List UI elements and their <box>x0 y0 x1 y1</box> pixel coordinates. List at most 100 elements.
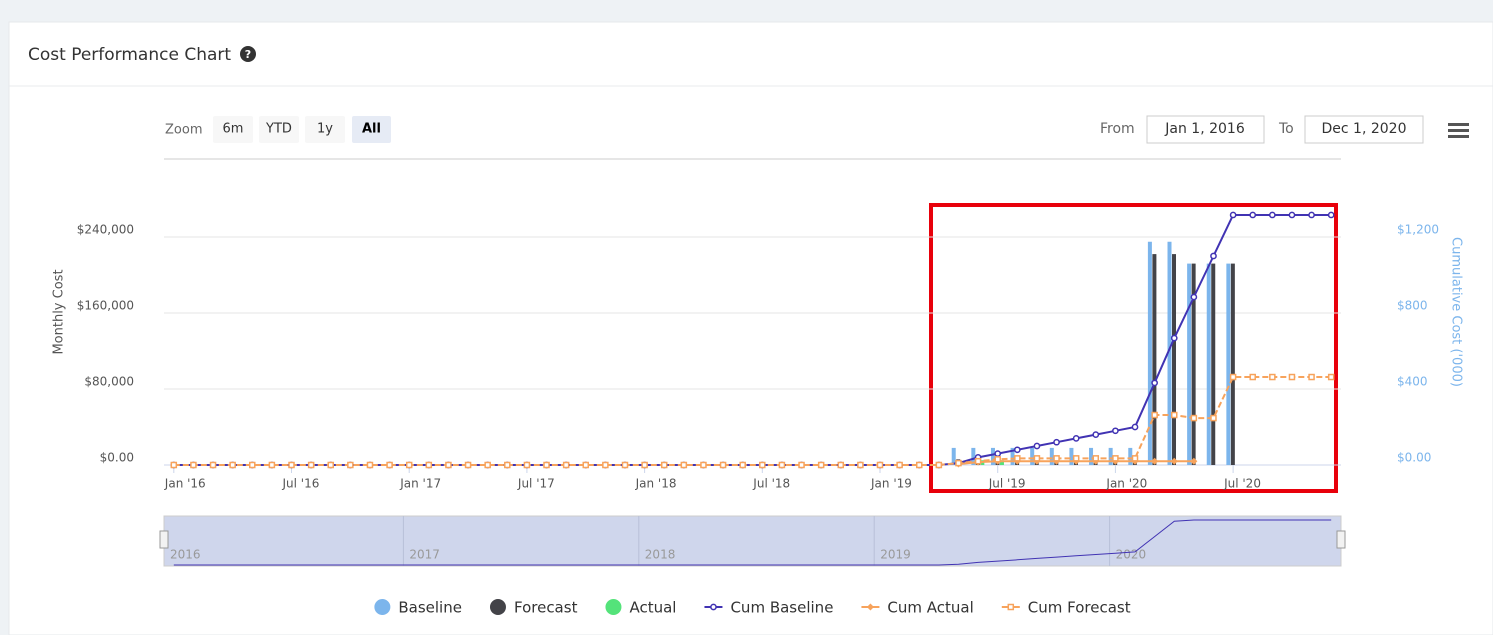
legend-item[interactable]: Actual <box>605 599 676 617</box>
point <box>1072 435 1080 442</box>
point <box>425 461 433 469</box>
point <box>896 461 903 469</box>
point <box>268 461 276 469</box>
point <box>876 461 884 469</box>
legend-item[interactable]: Cum Forecast <box>1001 599 1131 617</box>
point <box>700 461 707 469</box>
from-label: From <box>1100 121 1135 137</box>
legend-item[interactable]: Forecast <box>489 599 578 617</box>
legend-label[interactable]: Cum Baseline <box>730 599 833 617</box>
y-tick-label: $80,000 <box>84 375 134 389</box>
point <box>837 461 845 469</box>
x-tick-label: Jan '17 <box>399 477 441 491</box>
point <box>562 461 570 469</box>
point <box>1131 423 1139 431</box>
y-tick-label: $240,000 <box>77 223 134 237</box>
legend-item[interactable]: Cum Baseline <box>704 599 833 617</box>
y2-axis-title: Cumulative Cost ('000) <box>1449 237 1464 387</box>
bar <box>1089 447 1094 465</box>
bar <box>951 447 956 465</box>
x-tick-label: Jul '17 <box>517 477 555 491</box>
point <box>1151 379 1158 387</box>
point <box>1033 455 1041 462</box>
point <box>719 461 727 469</box>
legend-item[interactable]: Cum Actual <box>861 599 974 617</box>
point <box>817 461 825 469</box>
point <box>1170 457 1178 465</box>
navigator-mask <box>163 515 1342 567</box>
point <box>1210 414 1217 422</box>
zoom-button-label[interactable]: All <box>362 122 381 137</box>
point <box>464 461 472 469</box>
bar <box>1030 447 1035 465</box>
legend-label[interactable]: Forecast <box>514 599 578 617</box>
point <box>974 457 982 465</box>
zoom-button-label[interactable]: YTD <box>265 122 292 137</box>
bar <box>1172 254 1177 465</box>
to-value[interactable]: Dec 1, 2020 <box>1322 121 1407 137</box>
point <box>445 461 452 469</box>
point <box>543 461 550 469</box>
bar <box>1211 263 1216 465</box>
x-tick-label: Jul '16 <box>282 477 320 491</box>
point <box>307 461 315 469</box>
point <box>1308 211 1315 219</box>
legend: Baseline Forecast Actual Cum Baseline Cum Ac… <box>374 599 1131 617</box>
point <box>1033 442 1041 450</box>
x-tick-label: Jan '18 <box>635 477 677 491</box>
y2-tick-label: $400 <box>1397 375 1428 389</box>
point <box>1269 373 1276 381</box>
point <box>1268 211 1276 219</box>
bar <box>1010 447 1015 465</box>
point <box>1092 431 1100 438</box>
navigator-handle[interactable] <box>159 530 169 549</box>
bar <box>1108 447 1113 465</box>
legend-label[interactable]: Cum Forecast <box>1028 599 1131 617</box>
point <box>915 461 923 469</box>
zoom-button-label[interactable]: 6m <box>223 122 244 137</box>
navigator-label: 2020 <box>1116 548 1147 562</box>
x-tick-label: Jan '20 <box>1105 477 1147 491</box>
point <box>1112 427 1119 435</box>
y-axis-title: Monthly Cost <box>52 269 67 354</box>
legend-item[interactable]: Baseline <box>374 599 462 617</box>
from-value[interactable]: Jan 1, 2016 <box>1164 121 1245 137</box>
point <box>347 461 354 469</box>
point <box>1171 411 1178 419</box>
bar <box>1206 263 1211 465</box>
point <box>1288 211 1296 219</box>
zoom-button-label[interactable]: 1y <box>317 122 333 137</box>
bar <box>1147 241 1152 465</box>
bar <box>1187 263 1192 465</box>
legend-label[interactable]: Baseline <box>398 599 462 617</box>
legend-label[interactable]: Actual <box>629 599 676 617</box>
x-tick-label: Jul '18 <box>752 477 790 491</box>
point <box>405 461 413 469</box>
point <box>1014 455 1021 462</box>
point <box>1007 603 1015 611</box>
point <box>386 461 393 469</box>
menu-button[interactable] <box>1448 123 1469 138</box>
bar <box>1167 241 1172 465</box>
zoom-button[interactable] <box>352 116 391 143</box>
point <box>759 461 766 469</box>
point <box>1151 457 1159 465</box>
y2-tick-label: $1,200 <box>1397 223 1439 237</box>
navigator-handle[interactable] <box>1336 530 1346 549</box>
to-input[interactable] <box>1304 115 1424 144</box>
highlight-box <box>929 203 1338 493</box>
x-tick-label: Jul '19 <box>988 477 1026 491</box>
zoom-button[interactable] <box>259 116 299 143</box>
zoom-button[interactable] <box>213 116 253 143</box>
from-input[interactable] <box>1146 115 1265 144</box>
zoom-button[interactable] <box>305 116 345 143</box>
point <box>994 450 1002 457</box>
point <box>1013 446 1021 454</box>
legend-label[interactable]: Cum Actual <box>887 599 973 617</box>
point <box>866 603 874 611</box>
bar <box>1230 263 1235 465</box>
point <box>1170 334 1178 342</box>
help-icon[interactable]: ? <box>240 46 256 62</box>
